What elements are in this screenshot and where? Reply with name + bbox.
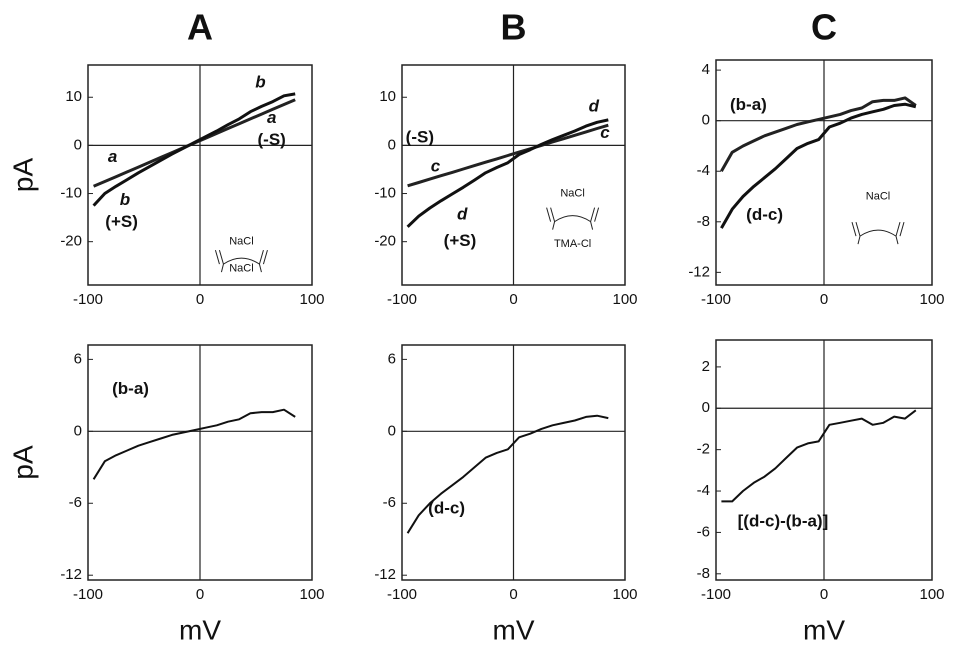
annotation: (b-a) <box>730 95 767 114</box>
y-tick-label: 0 <box>74 136 82 153</box>
annotation: [(d-c)-(b-a)] <box>738 512 829 531</box>
y-tick-label: 10 <box>65 88 82 105</box>
y-tick-label: 0 <box>74 422 82 439</box>
y-tick-label: 6 <box>388 350 396 367</box>
x-tick-label: 0 <box>820 291 828 308</box>
panel-label: C <box>811 7 837 48</box>
membrane-icon <box>214 249 268 273</box>
x-tick-label: -100 <box>701 291 731 308</box>
membrane-icon <box>851 221 905 245</box>
y-tick-label: -6 <box>383 494 396 511</box>
data-line <box>720 102 917 229</box>
x-tick-label: 100 <box>299 586 324 603</box>
x-tick-label: 0 <box>196 291 204 308</box>
y-tick-label: -20 <box>60 233 82 250</box>
y-tick-label: -10 <box>374 185 396 202</box>
x-tick-label: 0 <box>196 586 204 603</box>
y-axis-label: pA <box>7 445 38 480</box>
data-line <box>406 414 609 534</box>
y-tick-label: -4 <box>697 482 710 499</box>
y-tick-label: 4 <box>702 61 710 78</box>
x-tick-label: 0 <box>820 586 828 603</box>
data-line <box>720 96 917 172</box>
annotation: (+S) <box>105 212 138 231</box>
annotation: (d-c) <box>428 499 465 518</box>
annotation: b <box>255 72 265 91</box>
data-line <box>406 118 609 228</box>
y-tick-label: -20 <box>374 233 396 250</box>
data-line <box>92 92 296 207</box>
x-tick-label: -100 <box>387 586 417 603</box>
annotation: c <box>600 123 610 142</box>
annotation: NaCl <box>229 236 253 248</box>
annotation: d <box>589 96 600 115</box>
x-axis-label: mV <box>803 614 845 645</box>
annotation: a <box>108 147 117 166</box>
y-tick-label: 0 <box>388 136 396 153</box>
y-tick-label: 6 <box>74 350 82 367</box>
annotation: (b-a) <box>112 379 149 398</box>
y-tick-label: -4 <box>697 162 710 179</box>
x-tick-label: 100 <box>612 291 637 308</box>
data-line <box>92 408 296 480</box>
y-tick-label: -10 <box>60 185 82 202</box>
x-tick-label: 100 <box>299 291 324 308</box>
y-tick-label: -12 <box>60 566 82 583</box>
x-axis-label: mV <box>493 614 535 645</box>
membrane-icon <box>546 207 600 230</box>
x-tick-label: -100 <box>387 291 417 308</box>
y-tick-label: -12 <box>374 566 396 583</box>
y-tick-label: 0 <box>702 112 710 129</box>
annotation: NaCl <box>866 190 890 202</box>
panel-label: B <box>501 7 527 48</box>
annotation: (+S) <box>444 231 477 250</box>
annotation: a <box>267 108 276 127</box>
x-tick-label: 0 <box>509 586 517 603</box>
annotation: NaCl <box>560 187 584 199</box>
annotation: (-S) <box>406 128 434 147</box>
y-tick-label: 0 <box>388 422 396 439</box>
x-tick-label: 100 <box>612 586 637 603</box>
data-line <box>407 123 609 188</box>
y-tick-label: -12 <box>688 263 710 280</box>
y-tick-label: 10 <box>379 88 396 105</box>
x-tick-label: 100 <box>919 291 944 308</box>
annotation: TMA-Cl <box>554 238 591 250</box>
y-tick-label: -6 <box>697 523 710 540</box>
annotation: c <box>431 157 441 176</box>
x-tick-label: -100 <box>701 586 731 603</box>
annotation: d <box>457 205 468 224</box>
y-tick-label: -8 <box>697 565 710 582</box>
x-tick-label: -100 <box>73 586 103 603</box>
annotation: NaCl <box>229 263 253 275</box>
y-tick-label: -2 <box>697 441 710 458</box>
panel-label: A <box>187 7 213 48</box>
x-tick-label: 0 <box>509 291 517 308</box>
y-tick-label: 0 <box>702 399 710 416</box>
annotation: b <box>120 190 130 209</box>
y-axis-label: pA <box>7 158 38 193</box>
x-tick-label: -100 <box>73 291 103 308</box>
y-tick-label: 2 <box>702 358 710 375</box>
annotation: (d-c) <box>746 205 783 224</box>
x-tick-label: 100 <box>919 586 944 603</box>
data-line <box>721 409 917 503</box>
annotation: (-S) <box>258 130 286 149</box>
y-tick-label: -6 <box>69 494 82 511</box>
x-axis-label: mV <box>179 614 221 645</box>
y-tick-label: -8 <box>697 213 710 230</box>
